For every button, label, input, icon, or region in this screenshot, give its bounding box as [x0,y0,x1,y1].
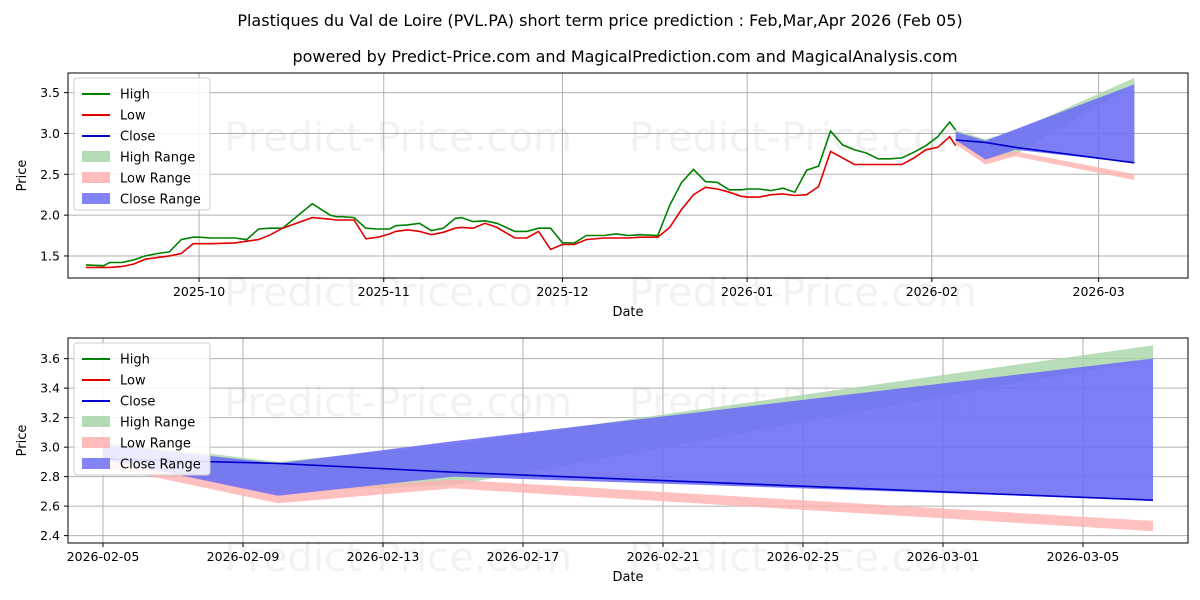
close-range-band [955,84,1135,163]
x-tick-label: 2025-12 [536,284,588,299]
y-tick-label: 2.8 [40,469,60,484]
y-tick-label: 2.0 [40,208,60,223]
legend-label: Close Range [120,193,201,208]
x-tick-label: 2026-03 [1073,284,1125,299]
y-tick-label: 3.5 [40,85,60,100]
top-panel: Predict-Price.com Predict-Price.comPredic… [15,72,1189,320]
legend-label: Low [120,109,146,124]
y-tick-label: 3.0 [40,440,60,455]
plot-marks [85,77,1135,269]
x-tick-label: 2026-02 [906,284,958,299]
x-tick-label: 2026-02-05 [67,549,140,564]
x-tick-label: 2025-11 [358,284,410,299]
x-tick-label: 2026-02-17 [487,549,560,564]
legend-label: Low Range [120,172,191,187]
low-series-line [85,135,957,269]
legend-label: High Range [120,151,195,166]
watermark-text: Predict-Price.com [224,380,572,426]
y-tick-label: 3.0 [40,126,60,141]
legend-label: Close [120,395,155,410]
close-range-band [103,358,1153,501]
legend-label: Close [120,130,155,145]
legend-label: High [120,353,150,368]
plot-frame [67,72,1189,279]
y-tick-label: 1.5 [40,248,60,263]
y-tick-label: 3.2 [40,410,60,425]
close-series-line [955,139,1135,164]
legend-label: Low Range [120,437,191,452]
plot-area [68,73,1188,278]
y-tick-label: 2.5 [40,167,60,182]
x-tick-label: 2026-02-21 [627,549,700,564]
x-axis-label: Date [612,570,643,585]
legend-label: High [120,88,150,103]
high-series-line [85,120,957,267]
legend-patch-swatch [82,458,110,469]
x-tick-label: 2026-02-13 [347,549,420,564]
legend-patch-swatch [82,416,110,427]
y-tick-label: 3.4 [40,381,60,396]
legend-patch-swatch [82,151,110,162]
x-tick-label: 2026-02-09 [207,549,280,564]
x-tick-label: 2026-02-25 [767,549,840,564]
low-range-band [955,136,1135,180]
x-tick-label: 2026-01 [721,284,773,299]
x-tick-label: 2026-03-05 [1047,549,1120,564]
legend-patch-swatch [82,193,110,204]
chart-subtitle: powered by Predict-Price.com and Magical… [292,47,957,66]
y-tick-label: 2.6 [40,499,60,514]
y-axis-label: Price [15,160,30,192]
watermark-text: Predict-Price.com [224,115,572,161]
low-range-band [103,453,1153,532]
chart-title: Plastiques du Val de Loire (PVL.PA) shor… [237,11,962,30]
y-axis-label: Price [15,425,30,457]
legend-label: High Range [120,416,195,431]
y-tick-label: 2.4 [40,528,60,543]
x-axis-label: Date [612,305,643,320]
legend-label: Close Range [120,458,201,473]
legend-patch-swatch [82,172,110,183]
legend-label: Low [120,374,146,389]
plot-frame [67,337,1189,544]
legend-patch-swatch [82,437,110,448]
watermark-text: Predict-Price.com [629,115,977,161]
y-tick-label: 3.6 [40,351,60,366]
x-tick-label: 2025-10 [173,284,225,299]
x-tick-label: 2026-03-01 [907,549,980,564]
